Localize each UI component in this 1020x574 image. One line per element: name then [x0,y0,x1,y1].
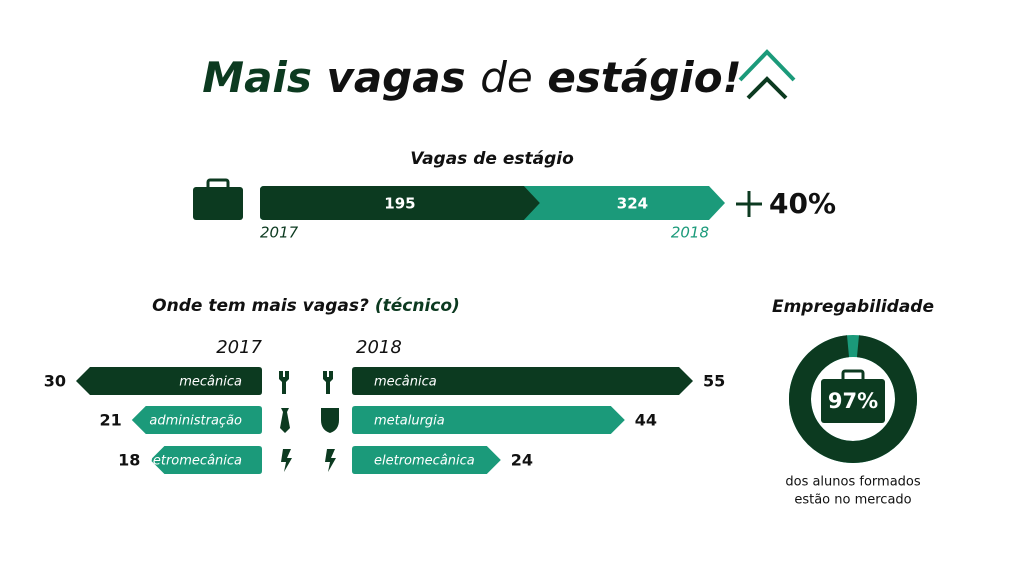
year-label: 2018 [671,224,709,242]
year-label: 2017 [260,224,299,242]
value-label: 324 [617,195,648,213]
subtitle-text: (técnico) [375,296,460,316]
value-label: 55 [703,372,725,391]
title-text: Onde tem mais vagas? [152,296,369,316]
category-label: administração [149,414,242,429]
title-word: de [480,53,533,102]
category-label: mecânica [179,375,242,390]
value-label: 195 [384,195,415,213]
year-label: 2017 [216,337,262,358]
year-label: 2018 [356,337,402,358]
bar [352,367,693,395]
bar [131,406,262,434]
chart-title: Empregabilidade [772,297,934,317]
bag-shape [821,379,885,423]
category-label: eletromecânica [141,454,242,469]
title-word: Mais [202,53,312,102]
value-label: 24 [511,451,533,470]
title-word: estágio! [547,53,741,102]
change-label: 40% [769,187,836,220]
briefcase-icon [193,178,243,220]
category-label: metalurgia [374,414,445,429]
category-label: mecânica [374,375,437,390]
value-label: 97% [828,389,878,413]
value-label: 30 [44,372,66,391]
caption: dos alunos formados [785,475,921,490]
chart-title: Vagas de estágio [410,149,574,169]
bar [260,186,540,220]
bar [150,446,262,474]
value-label: 21 [100,411,122,430]
chart-title: Onde tem mais vagas? (técnico) [152,296,460,316]
row-icons [279,371,339,472]
value-label: 18 [118,451,140,470]
value-label: 44 [635,411,657,430]
category-label: eletromecânica [374,454,475,469]
plus-icon [736,191,762,217]
page-title: Mais vagas de estágio! [202,53,741,102]
up-icon [738,49,796,100]
donut-arc [789,335,917,463]
bar [352,446,501,474]
bag-handle [841,369,865,383]
bar [352,406,625,434]
bar [76,367,262,395]
caption: estão no mercado [794,493,911,508]
title-word: vagas [326,53,465,102]
